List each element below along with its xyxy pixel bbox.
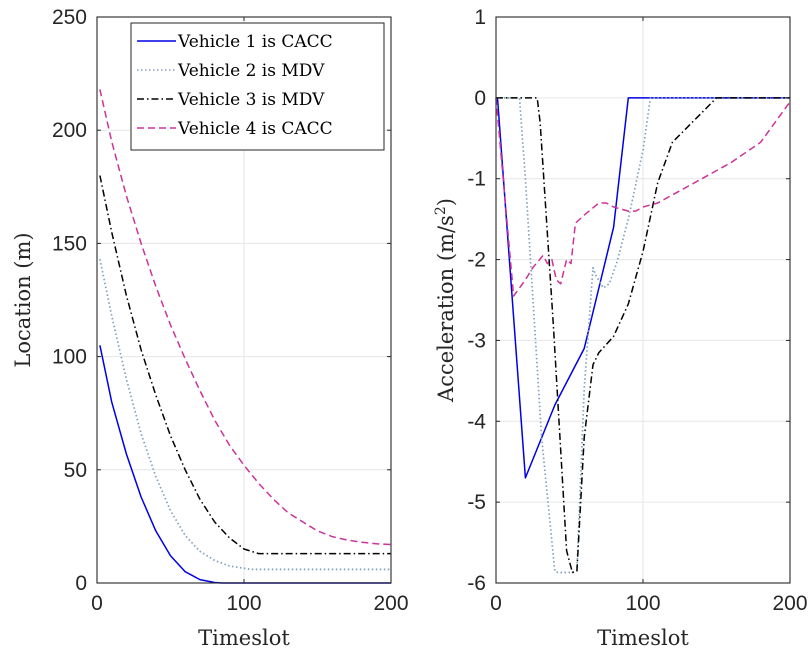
y-tick-label: 100: [52, 346, 87, 369]
y-tick-label: 0: [75, 572, 87, 595]
legend-box: [130, 22, 385, 151]
y-tick-label: -5: [467, 491, 486, 514]
y-tick-label: 250: [52, 6, 87, 29]
y-tick-label: -3: [467, 329, 486, 352]
acceleration-series-lines: [495, 97, 791, 574]
x-tick-label: 100: [625, 592, 660, 615]
series-line-vehicle-1: [99, 345, 391, 584]
series-line-vehicle-2: [496, 97, 790, 574]
series-line-vehicle-1: [496, 97, 790, 479]
y-tick-label: -1: [467, 168, 486, 191]
y-tick-label: -4: [467, 410, 486, 433]
acceleration-xlabel: Timeslot: [597, 626, 689, 650]
x-tick-label: 0: [91, 592, 103, 615]
y-tick-label: 1: [474, 6, 486, 29]
y-tick-label: 0: [474, 87, 486, 110]
y-tick-label: 200: [52, 119, 87, 142]
legend-label-vehicle-3: Vehicle 3 is MDV: [177, 90, 325, 110]
acceleration-ylabel-end: ): [434, 198, 458, 206]
x-tick-label: 200: [772, 592, 807, 615]
series-line-vehicle-2: [99, 259, 391, 571]
y-tick-label: 150: [52, 232, 87, 255]
acceleration-ylabel: Acceleration (m/s2): [433, 198, 458, 403]
location-chart: 0 100 200 0 50 100 150 200 250 Timeslot Location…: [11, 6, 409, 650]
x-tick-label: 0: [490, 592, 502, 615]
legend-label-vehicle-2: Vehicle 2 is MDV: [177, 61, 325, 81]
series-line-vehicle-4: [495, 97, 791, 297]
legend: Vehicle 1 is CACC Vehicle 2 is MDV Vehicle…: [130, 22, 385, 151]
series-line-vehicle-4: [99, 89, 392, 546]
location-series-lines: [99, 89, 392, 584]
acceleration-ylabel-main: Acceleration (m/s: [434, 215, 458, 403]
series-line-vehicle-3: [496, 97, 790, 574]
acceleration-chart: 0 100 200 -6 -5 -4 -3 -2 -1 0 1 Timeslot Accelerat…: [433, 6, 808, 650]
legend-label-vehicle-1: Vehicle 1 is CACC: [177, 32, 333, 52]
series-line-vehicle-3: [99, 175, 391, 555]
location-ylabel: Location (m): [11, 232, 35, 367]
acceleration-grid: [495, 16, 791, 584]
y-tick-label: -2: [467, 249, 486, 272]
y-tick-label: 50: [64, 459, 87, 482]
legend-entries: Vehicle 1 is CACC Vehicle 2 is MDV Vehicle…: [137, 32, 333, 139]
x-tick-label: 100: [226, 592, 261, 615]
acceleration-tick-labels: 0 100 200 -6 -5 -4 -3 -2 -1 0 1: [467, 6, 807, 615]
x-tick-label: 200: [373, 592, 408, 615]
legend-label-vehicle-4: Vehicle 4 is CACC: [177, 119, 333, 139]
y-tick-label: -6: [467, 572, 486, 595]
location-tick-labels: 0 100 200 0 50 100 150 200 250: [52, 6, 409, 615]
acceleration-ylabel-sup: 2: [433, 206, 449, 215]
location-xlabel: Timeslot: [198, 626, 290, 650]
